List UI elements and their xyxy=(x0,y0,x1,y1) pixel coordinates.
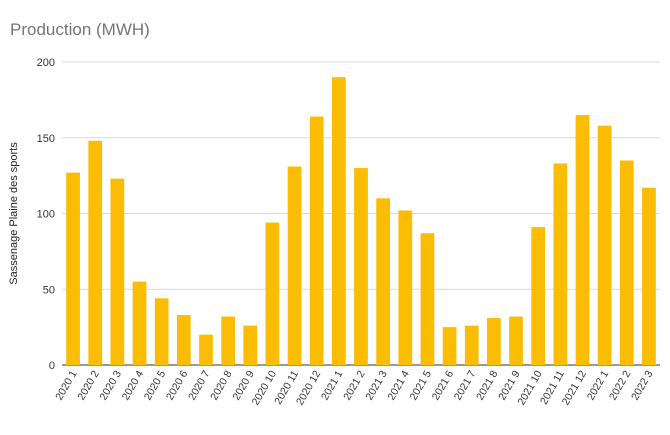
bar xyxy=(199,334,213,365)
chart-title: Production (MWH) xyxy=(10,20,150,39)
bar xyxy=(487,318,501,365)
bar xyxy=(154,298,169,365)
bar xyxy=(243,325,258,365)
bar xyxy=(132,281,147,365)
y-tick-label: 200 xyxy=(37,57,55,69)
bar xyxy=(354,168,368,365)
bar xyxy=(309,116,324,365)
y-tick-label: 150 xyxy=(37,133,55,145)
bar xyxy=(110,178,125,365)
bar xyxy=(66,172,80,365)
bar xyxy=(376,198,391,365)
bar xyxy=(442,327,457,365)
y-tick-label: 0 xyxy=(49,360,55,372)
bar xyxy=(642,187,656,365)
bar xyxy=(531,227,546,365)
bar xyxy=(287,166,302,365)
bar xyxy=(597,125,612,365)
bar xyxy=(265,222,280,365)
bar xyxy=(221,316,235,365)
bar xyxy=(176,315,191,365)
bar xyxy=(619,160,634,365)
bar xyxy=(553,163,568,365)
bar xyxy=(88,140,103,365)
y-tick-label: 100 xyxy=(37,209,55,221)
bar xyxy=(420,233,435,365)
bar xyxy=(575,115,590,366)
bar xyxy=(331,77,346,366)
x-tick-label: 2022 3 xyxy=(629,368,656,402)
bar xyxy=(398,210,413,365)
y-axis-label: Sassenage Plaine des sports xyxy=(8,142,20,285)
bar xyxy=(464,325,479,365)
bar xyxy=(509,316,523,365)
y-tick-label: 50 xyxy=(43,284,55,296)
